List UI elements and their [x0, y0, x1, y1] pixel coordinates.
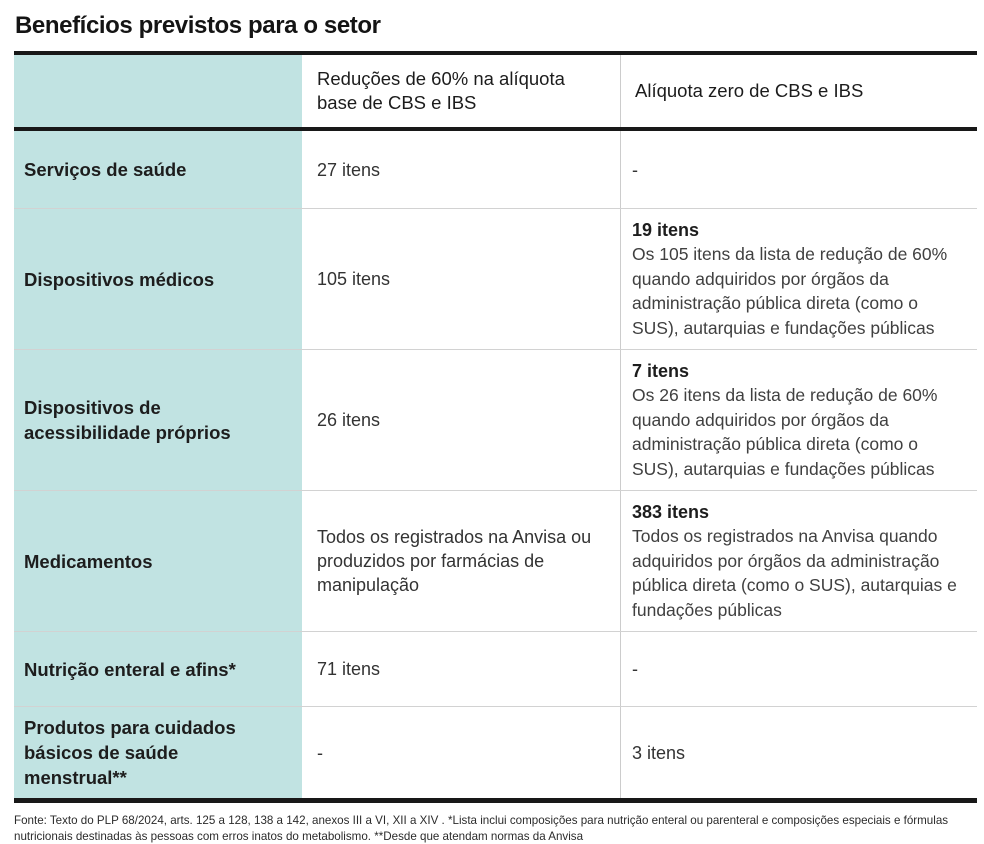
row-label: Nutrição enteral e afins* [14, 632, 302, 706]
zero-cell: - [620, 632, 977, 706]
row-label: Medicamentos [14, 491, 302, 631]
table-row: Dispositivos de acessibilidade próprios … [14, 350, 977, 491]
zero-cell: 3 itens [620, 707, 977, 798]
reduction-value: Todos os registrados na Anvisa ou produz… [317, 527, 592, 595]
header-empty-cell [14, 55, 302, 127]
reduction-value: - [317, 742, 323, 763]
table-row: Produtos para cuidados básicos de saúde … [14, 707, 977, 798]
zero-cell: 19 itens Os 105 itens da lista de reduçã… [620, 209, 977, 349]
zero-cell: 383 itens Todos os registrados na Anvisa… [620, 491, 977, 631]
zero-detail: Os 105 itens da lista de redução de 60% … [632, 244, 948, 338]
row-label: Dispositivos médicos [14, 209, 302, 349]
header-reduction-column: Reduções de 60% na alíquota base de CBS … [317, 68, 565, 113]
benefits-table: Reduções de 60% na alíquota base de CBS … [14, 51, 977, 803]
zero-value: 383 itens [632, 502, 710, 522]
table-row: Medicamentos Todos os registrados na Anv… [14, 491, 977, 632]
table-row: Dispositivos médicos 105 itens 19 itens … [14, 209, 977, 350]
table-row: Serviços de saúde 27 itens - [14, 131, 977, 209]
zero-value: 3 itens [632, 742, 686, 763]
row-label: Produtos para cuidados básicos de saúde … [14, 707, 302, 798]
source-note: Fonte: Texto do PLP 68/2024, arts. 125 a… [14, 814, 949, 843]
zero-value: - [632, 159, 638, 180]
zero-detail: Os 26 itens da lista de redução de 60% q… [632, 385, 938, 479]
reduction-value: 105 itens [317, 269, 391, 289]
page-title: Benefícios previstos para o setor [15, 12, 381, 39]
reduction-value: 27 itens [317, 159, 381, 180]
zero-value: 7 itens [632, 361, 690, 381]
reduction-value: 26 itens [317, 410, 381, 430]
zero-cell: 7 itens Os 26 itens da lista de redução … [620, 350, 977, 490]
infographic-page: Benefícios previstos para o setor Reduçõ… [14, 12, 977, 843]
row-label: Serviços de saúde [14, 131, 302, 208]
row-label: Dispositivos de acessibilidade próprios [14, 350, 302, 490]
zero-value: - [632, 659, 638, 679]
table-row: Nutrição enteral e afins* 71 itens - [14, 632, 977, 707]
header-zero-column: Alíquota zero de CBS e IBS [620, 55, 977, 127]
table-header-row: Reduções de 60% na alíquota base de CBS … [14, 55, 977, 131]
zero-cell: - [620, 131, 977, 208]
reduction-value: 71 itens [317, 659, 381, 679]
zero-value: 19 itens [632, 220, 700, 240]
zero-detail: Todos os registrados na Anvisa quando ad… [632, 526, 957, 620]
